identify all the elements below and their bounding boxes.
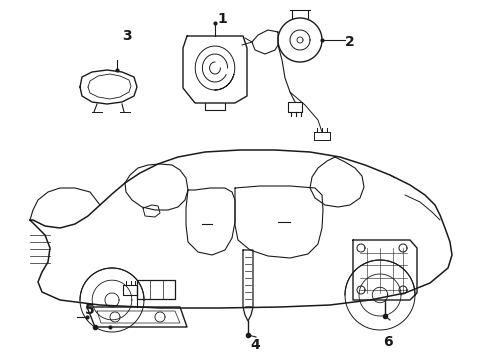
Text: 3: 3	[122, 29, 132, 43]
Text: 1: 1	[217, 12, 227, 26]
Text: 4: 4	[250, 338, 260, 352]
Text: 5: 5	[85, 303, 95, 317]
Text: 2: 2	[345, 35, 355, 49]
Text: 6: 6	[383, 335, 393, 349]
